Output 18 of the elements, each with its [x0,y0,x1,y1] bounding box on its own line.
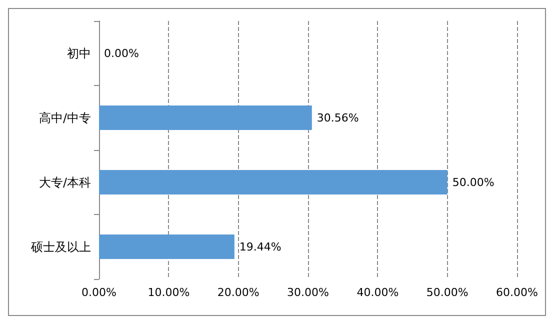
x-tick-label: 60.00% [496,286,538,299]
y-tick-label: 大专/本科 [38,175,91,190]
bar [99,234,234,260]
y-tick-label: 高中/中专 [38,110,91,125]
bar [99,170,448,195]
x-tick-label: 20.00% [217,286,260,299]
x-tick-label: 40.00% [356,286,399,299]
y-tick-label: 硕士及以上 [30,240,91,254]
x-tick-label: 50.00% [426,286,468,299]
x-tick-label: 10.00% [148,286,190,299]
y-tick-label: 初中 [67,46,91,60]
x-tick-label: 30.00% [287,286,329,299]
bar [99,105,312,130]
data-label: 0.00% [104,46,139,60]
data-label: 19.44% [239,240,282,254]
data-label: 30.56% [316,111,359,124]
x-tick-label: 0.00% [82,286,116,299]
data-label: 50.00% [452,176,494,189]
